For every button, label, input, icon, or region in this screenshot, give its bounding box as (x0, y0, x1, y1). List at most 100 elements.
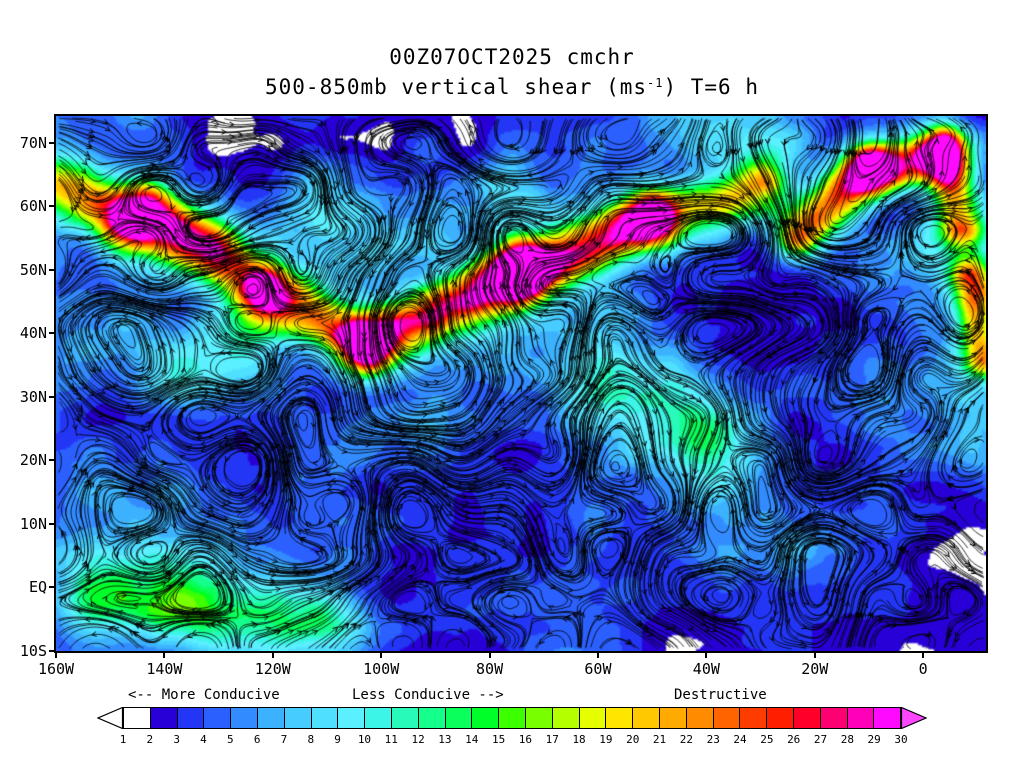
lat-tick-label: 50N (19, 260, 47, 279)
colorbar-cell (390, 708, 418, 728)
colorbar-cells (123, 707, 901, 729)
lat-tick-label: 70N (19, 133, 47, 152)
lon-tick-mark (380, 651, 383, 658)
colorbar-tick-label: 24 (733, 733, 747, 746)
lon-tick-mark (922, 651, 925, 658)
conduciveness-scale-labels: <-- More Conducive Less Conducive --> De… (0, 687, 1024, 705)
lon-tick-label: 60W (584, 660, 612, 678)
lat-tick-label: 60N (19, 197, 47, 216)
title-field-post: ) T=6 h (663, 75, 759, 99)
colorbar-cell (524, 708, 552, 728)
colorbar-cell (605, 708, 633, 728)
colorbar-tick-label: 9 (334, 733, 341, 746)
colorbar-right-arrow-icon (901, 707, 927, 729)
colorbar-tick-label: 14 (465, 733, 479, 746)
colorbar-tick-label: 27 (813, 733, 828, 746)
colorbar-tick-label: 29 (867, 733, 881, 746)
colorbar-cell (712, 708, 740, 728)
lon-tick-label: 40W (692, 660, 720, 678)
colorbar-tick-label: 20 (626, 733, 640, 746)
colorbar: 1 2 3 4 5 6 7 8 9 10 11 12 13 14 15 16 17 18 19 20 21 22 23 24 2… (97, 707, 927, 753)
colorbar-tick-label: 8 (307, 733, 315, 746)
colorbar-tick-label: 4 (200, 733, 207, 746)
colorbar-cell (310, 708, 338, 728)
colorbar-cell (739, 708, 767, 728)
colorbar-tick-label: 7 (280, 733, 288, 746)
lon-tick-label: 140W (146, 660, 183, 678)
lat-tick-mark (49, 395, 56, 398)
lon-tick-label: 100W (363, 660, 400, 678)
colorbar-tick-label: 3 (173, 733, 180, 746)
lon-tick-label: 120W (254, 660, 291, 678)
lat-tick-mark (49, 650, 56, 652)
lat-tick-mark (49, 586, 56, 589)
colorbar-cell (873, 708, 901, 728)
colorbar-cell (792, 708, 820, 728)
destructive-label: Destructive (674, 687, 767, 703)
lon-tick-label: 20W (801, 660, 829, 678)
colorbar-cell (176, 708, 204, 728)
shear-field-canvas (56, 116, 986, 651)
lon-tick-mark (596, 651, 599, 658)
lon-tick-mark (813, 651, 816, 658)
colorbar-tick-label: 16 (518, 733, 533, 746)
lat-tick-label: 10S (19, 642, 47, 660)
colorbar-tick-label: 15 (491, 733, 506, 746)
lat-tick-label: 20N (19, 451, 47, 470)
colorbar-cell (658, 708, 686, 728)
lat-tick-label: 10N (19, 514, 47, 533)
lon-tick-mark (55, 651, 57, 658)
lat-tick-mark (49, 205, 56, 208)
map-title-field: 500-850mb vertical shear (ms-1) T=6 h (0, 70, 1024, 100)
colorbar-tick-label: 21 (652, 733, 667, 746)
lat-tick-label: 40N (19, 324, 47, 343)
more-conducive-label: <-- More Conducive (128, 687, 280, 703)
colorbar-tick-label: 26 (787, 733, 801, 746)
colorbar-tick-label: 19 (599, 733, 613, 746)
colorbar-cell (364, 708, 391, 728)
title-field-pre: 500-850mb vertical shear (ms (265, 75, 648, 99)
title-field-superscript: -1 (647, 76, 664, 90)
colorbar-cell (471, 708, 499, 728)
colorbar-tick-label: 22 (679, 733, 693, 746)
lon-tick-label: 80W (476, 660, 504, 678)
colorbar-tick-label: 2 (146, 733, 154, 746)
colorbar-cell (578, 708, 606, 728)
colorbar-cell (283, 708, 311, 728)
colorbar-tick-label: 5 (226, 733, 234, 746)
lat-tick-mark (49, 332, 56, 335)
colorbar-tick-label: 25 (760, 733, 774, 746)
colorbar-tick-label: 10 (357, 733, 372, 746)
lon-tick-label: 0 (918, 660, 928, 678)
lat-tick-mark (49, 268, 56, 271)
colorbar-cell (124, 708, 150, 728)
lon-tick-mark (163, 651, 166, 658)
map-titles: 00Z07OCT2025 cmchr 500-850mb vertical sh… (0, 44, 1024, 100)
colorbar-tick-label: 17 (545, 733, 559, 746)
lat-tick-mark (49, 141, 56, 144)
colorbar-tick-labels: 1 2 3 4 5 6 7 8 9 10 11 12 13 14 15 16 17 18 19 20 21 22 23 24 2… (120, 733, 908, 749)
colorbar-tick-label: 12 (411, 733, 425, 746)
colorbar-tick-label: 30 (894, 733, 908, 746)
lon-tick-mark (488, 651, 491, 658)
colorbar-cell (551, 708, 579, 728)
colorbar-cell (498, 708, 525, 728)
colorbar-cell (203, 708, 231, 728)
lat-tick-mark (49, 522, 56, 525)
colorbar-cell (632, 708, 659, 728)
colorbar-left-arrow-icon (97, 707, 123, 729)
colorbar-tick-label: 28 (840, 733, 854, 746)
colorbar-cell (846, 708, 874, 728)
colorbar-tick-label: 11 (384, 733, 398, 746)
colorbar-cell (417, 708, 445, 728)
colorbar-cell (337, 708, 365, 728)
lon-tick-mark (271, 651, 274, 658)
less-conducive-label: Less Conducive --> (352, 687, 504, 703)
lat-tick-label: EQ (28, 578, 47, 597)
colorbar-tick-label: 23 (706, 733, 720, 746)
colorbar-cell (444, 708, 472, 728)
colorbar-cell (685, 708, 713, 728)
colorbar-cell (766, 708, 793, 728)
map-title-run: 00Z07OCT2025 cmchr (389, 45, 635, 69)
